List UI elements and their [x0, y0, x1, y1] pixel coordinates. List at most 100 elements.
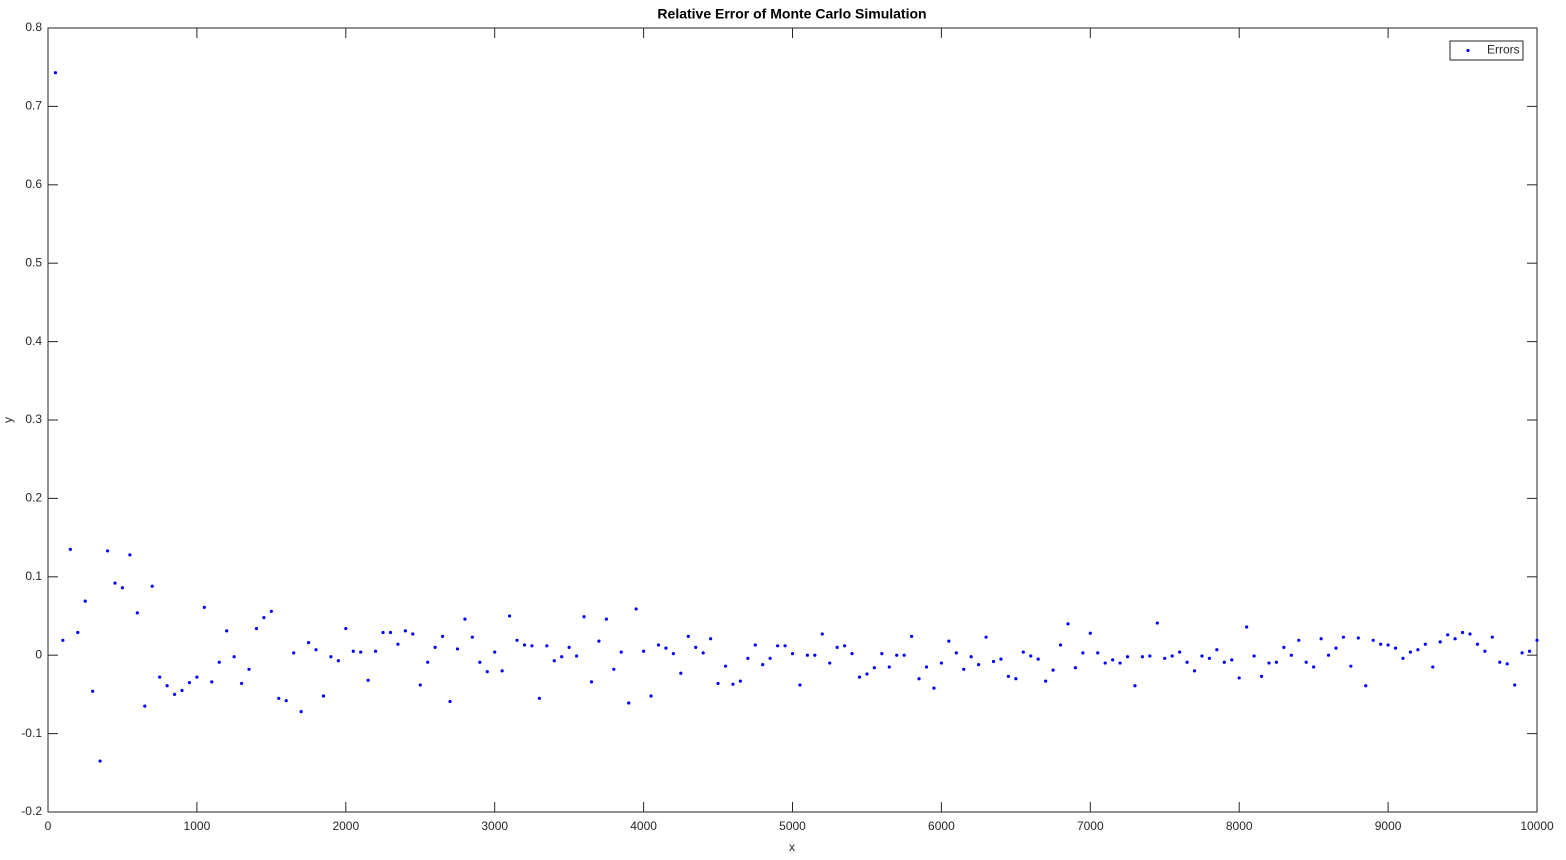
point	[552, 659, 556, 663]
point	[396, 642, 400, 646]
point	[239, 681, 244, 686]
point	[1356, 636, 1360, 640]
point	[135, 611, 139, 615]
point	[493, 650, 497, 654]
point	[939, 661, 944, 665]
point	[1289, 653, 1293, 657]
point	[1490, 635, 1494, 639]
point	[262, 615, 266, 620]
point	[649, 694, 653, 698]
point	[574, 654, 579, 658]
point	[329, 655, 333, 659]
point	[1252, 654, 1256, 658]
point	[1192, 669, 1197, 673]
point	[1423, 642, 1427, 646]
plot-area	[47, 27, 1538, 813]
point	[1513, 683, 1517, 687]
point	[1066, 622, 1070, 626]
point	[560, 655, 564, 659]
point	[478, 660, 482, 664]
point	[306, 641, 311, 645]
point	[716, 681, 720, 686]
x-tick-label: 5000	[779, 819, 806, 833]
point	[880, 652, 884, 656]
point	[820, 632, 824, 636]
point	[1178, 650, 1182, 654]
point	[1096, 651, 1100, 655]
point	[91, 689, 95, 693]
point	[1111, 658, 1115, 662]
point	[426, 660, 430, 664]
y-tick-label: 0.6	[25, 177, 42, 191]
point	[128, 553, 132, 557]
point	[664, 646, 668, 650]
point	[1125, 655, 1130, 659]
point	[172, 692, 177, 697]
point	[292, 651, 296, 655]
x-tick-label: 8000	[1226, 819, 1253, 833]
point	[545, 644, 549, 648]
point	[1334, 646, 1338, 650]
point	[314, 648, 318, 652]
point	[1029, 654, 1033, 658]
point	[1200, 654, 1204, 658]
y-tick-label: 0.8	[25, 20, 42, 34]
point	[567, 645, 571, 649]
point	[1520, 651, 1524, 655]
point	[679, 671, 683, 675]
point	[411, 632, 415, 636]
point	[225, 629, 229, 633]
point	[1460, 630, 1465, 635]
point	[1155, 621, 1159, 625]
point	[515, 638, 519, 642]
point	[53, 71, 58, 75]
point	[254, 626, 259, 631]
point	[731, 682, 735, 686]
point	[999, 657, 1003, 661]
point	[612, 667, 616, 671]
point	[991, 659, 996, 664]
x-tick-label: 0	[45, 819, 52, 833]
point	[1081, 651, 1085, 655]
point	[247, 667, 251, 671]
point	[522, 643, 527, 647]
point	[217, 660, 221, 664]
point	[1170, 654, 1174, 658]
point	[61, 638, 65, 642]
point	[1103, 661, 1107, 665]
y-tick-label: 0.4	[25, 334, 42, 348]
point	[895, 653, 899, 657]
point	[1140, 655, 1145, 659]
point	[783, 644, 787, 648]
point	[805, 653, 809, 657]
point	[701, 651, 705, 655]
point	[500, 669, 504, 673]
point	[709, 637, 713, 641]
x-tick-label: 3000	[481, 819, 508, 833]
point	[537, 696, 541, 700]
point	[336, 659, 340, 663]
point	[627, 701, 631, 705]
point	[351, 649, 355, 653]
legend-label: Errors	[1487, 43, 1520, 57]
point	[761, 663, 765, 667]
point	[798, 683, 802, 687]
point	[723, 664, 728, 668]
point	[158, 675, 162, 679]
point	[1267, 661, 1271, 665]
point	[604, 617, 608, 621]
point	[284, 699, 288, 703]
point	[1021, 650, 1025, 654]
point	[1148, 654, 1152, 658]
point	[1431, 665, 1435, 669]
point	[210, 680, 214, 684]
point	[753, 643, 757, 647]
point	[1416, 648, 1420, 652]
point	[589, 680, 594, 684]
point	[1259, 674, 1264, 678]
x-tick-label: 2000	[332, 819, 359, 833]
point	[694, 645, 698, 649]
point	[448, 699, 452, 704]
legend-marker	[1466, 48, 1470, 53]
